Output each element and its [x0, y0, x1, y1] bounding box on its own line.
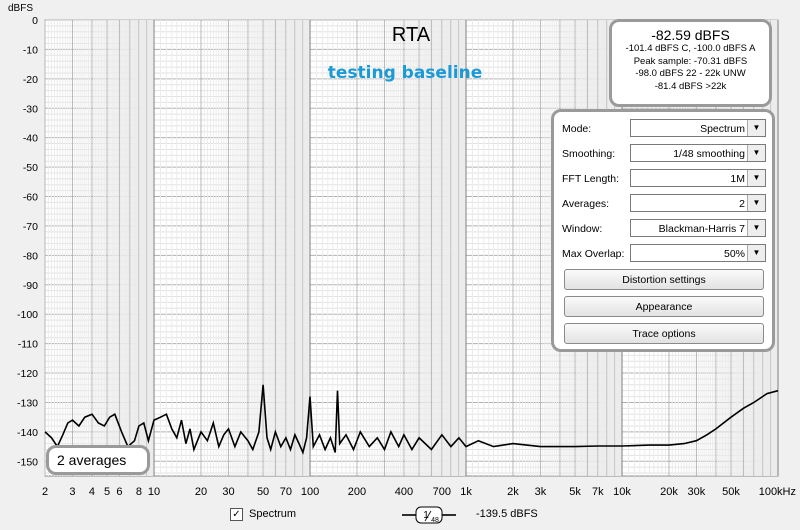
smoothing-value: 1/48 smoothing [673, 148, 745, 160]
x-tick-label: 8 [136, 486, 142, 498]
y-tick-label: -40 [23, 133, 38, 145]
chevron-down-icon[interactable]: ▼ [747, 220, 765, 236]
max-overlap-select[interactable]: 50% ▼ [630, 244, 766, 262]
y-tick-label: -80 [23, 250, 38, 262]
y-tick-label: -60 [23, 192, 38, 204]
x-tick-label: 3k [535, 486, 547, 498]
distortion-settings-button[interactable]: Distortion settings [564, 269, 764, 290]
chevron-down-icon[interactable]: ▼ [747, 195, 765, 211]
y-tick-label: -110 [18, 339, 38, 351]
legend-bar: ✓ Spectrum 1 48 -139.5 dBFS [0, 506, 800, 526]
x-tick-label: 30 [222, 486, 234, 498]
x-tick-label: 4 [89, 486, 95, 498]
rta-controls-panel: Mode: Spectrum ▼ Smoothing: 1/48 smoothin… [551, 109, 775, 352]
averages-select[interactable]: 2 ▼ [630, 194, 766, 212]
x-tick-label: 200 [348, 486, 366, 498]
max-overlap-row: Max Overlap: 50% ▼ [562, 244, 768, 264]
trace-options-button[interactable]: Trace options [564, 323, 764, 344]
fft-length-value: 1M [730, 173, 745, 185]
x-tick-label: 100kHz [759, 486, 796, 498]
x-tick-label: 50 [257, 486, 269, 498]
x-tick-label: 1k [460, 486, 472, 498]
chevron-down-icon[interactable]: ▼ [747, 145, 765, 161]
window-row: Window: Blackman-Harris 7 ▼ [562, 219, 768, 239]
window-select[interactable]: Blackman-Harris 7 ▼ [630, 219, 766, 237]
readout-line: -98.0 dBFS 22 - 22k UNW [635, 68, 746, 79]
x-tick-label: 3 [69, 486, 75, 498]
y-tick-label: -120 [17, 368, 38, 380]
y-tick-label: -90 [23, 280, 38, 292]
x-tick-label: 2 [42, 486, 48, 498]
y-tick-label: -70 [23, 221, 38, 233]
smoothing-select[interactable]: 1/48 smoothing ▼ [630, 144, 766, 162]
level-readout-panel: -82.59 dBFS -101.4 dBFS C, -100.0 dBFS A… [609, 19, 772, 107]
y-tick-label: -140 [17, 427, 38, 439]
x-tick-label: 50k [722, 486, 740, 498]
mode-row: Mode: Spectrum ▼ [562, 119, 768, 139]
max-overlap-label: Max Overlap: [562, 248, 625, 260]
chevron-down-icon[interactable]: ▼ [747, 120, 765, 136]
x-tick-label: 30k [688, 486, 706, 498]
x-tick-label: 5k [569, 486, 581, 498]
smoothing-legend-icon: 1 48 [402, 506, 456, 524]
y-tick-label: -10 [23, 44, 38, 56]
x-tick-label: 70 [280, 486, 292, 498]
smoothing-numerator: 1 [423, 510, 429, 521]
appearance-button[interactable]: Appearance [564, 296, 764, 317]
max-overlap-value: 50% [723, 248, 745, 260]
cursor-level-value: -139.5 dBFS [476, 508, 538, 520]
y-axis-label: dBFS [8, 3, 33, 14]
x-tick-label: 2k [507, 486, 519, 498]
x-tick-label: 400 [395, 486, 413, 498]
y-tick-labels: 0 -10 -20 -30 -40 -50 -60 -70 -80 -90 -100 -110 -120… [17, 15, 38, 468]
x-tick-label: 10k [613, 486, 631, 498]
window-value: Blackman-Harris 7 [658, 223, 745, 235]
averages-label: Averages: [562, 198, 610, 210]
y-tick-label: -50 [23, 162, 38, 174]
averages-row: Averages: 2 ▼ [562, 194, 768, 214]
smoothing-row: Smoothing: 1/48 smoothing ▼ [562, 144, 768, 164]
mode-select[interactable]: Spectrum ▼ [630, 119, 766, 137]
averages-value: 2 [739, 198, 745, 210]
x-tick-label: 20 [195, 486, 207, 498]
x-tick-label: 700 [433, 486, 451, 498]
y-tick-label: -130 [17, 397, 38, 409]
smoothing-label: Smoothing: [562, 148, 616, 160]
chevron-down-icon[interactable]: ▼ [747, 170, 765, 186]
mode-value: Spectrum [700, 123, 745, 135]
y-tick-label: -150 [17, 456, 38, 468]
y-tick-label: 0 [32, 15, 38, 27]
fft-length-row: FFT Length: 1M ▼ [562, 169, 768, 189]
readout-line: Peak sample: -70.31 dBFS [633, 55, 748, 67]
x-tick-label: 5 [104, 486, 110, 498]
x-tick-label: 100 [301, 486, 319, 498]
fft-length-label: FFT Length: [562, 173, 620, 185]
fft-length-select[interactable]: 1M ▼ [630, 169, 766, 187]
window-label: Window: [562, 223, 603, 235]
mode-label: Mode: [562, 123, 592, 135]
readout-line: -101.4 dBFS C, -100.0 dBFS A [625, 43, 756, 54]
chart-title: RTA [392, 24, 431, 46]
x-tick-label: 7k [592, 486, 604, 498]
averages-badge: 2 averages [46, 445, 150, 475]
x-tick-label: 10 [148, 486, 160, 498]
spectrum-checkbox[interactable]: ✓ [230, 508, 243, 521]
x-tick-label: 20k [660, 486, 678, 498]
readout-line: -81.4 dBFS >22k [654, 80, 727, 92]
y-tick-label: -30 [23, 103, 38, 115]
chevron-down-icon[interactable]: ▼ [747, 245, 765, 261]
spectrum-checkbox-label: Spectrum [249, 508, 297, 520]
main-level-readout: -82.59 dBFS [651, 27, 730, 43]
x-tick-labels: 2 3 4 5 6 8 10 20 30 50 70 100 200 400 700 1k 2k 3k 5k 7k 10… [42, 486, 796, 498]
smoothing-denominator: 48 [431, 517, 439, 524]
y-tick-label: -20 [23, 74, 38, 86]
spectrum-trace [44, 384, 779, 455]
x-tick-label: 6 [116, 486, 122, 498]
y-tick-label: -100 [17, 309, 38, 321]
chart-subtitle: testing baseline [328, 63, 483, 83]
